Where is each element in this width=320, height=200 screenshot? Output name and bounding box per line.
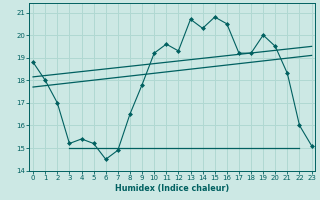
X-axis label: Humidex (Indice chaleur): Humidex (Indice chaleur) <box>115 184 229 193</box>
